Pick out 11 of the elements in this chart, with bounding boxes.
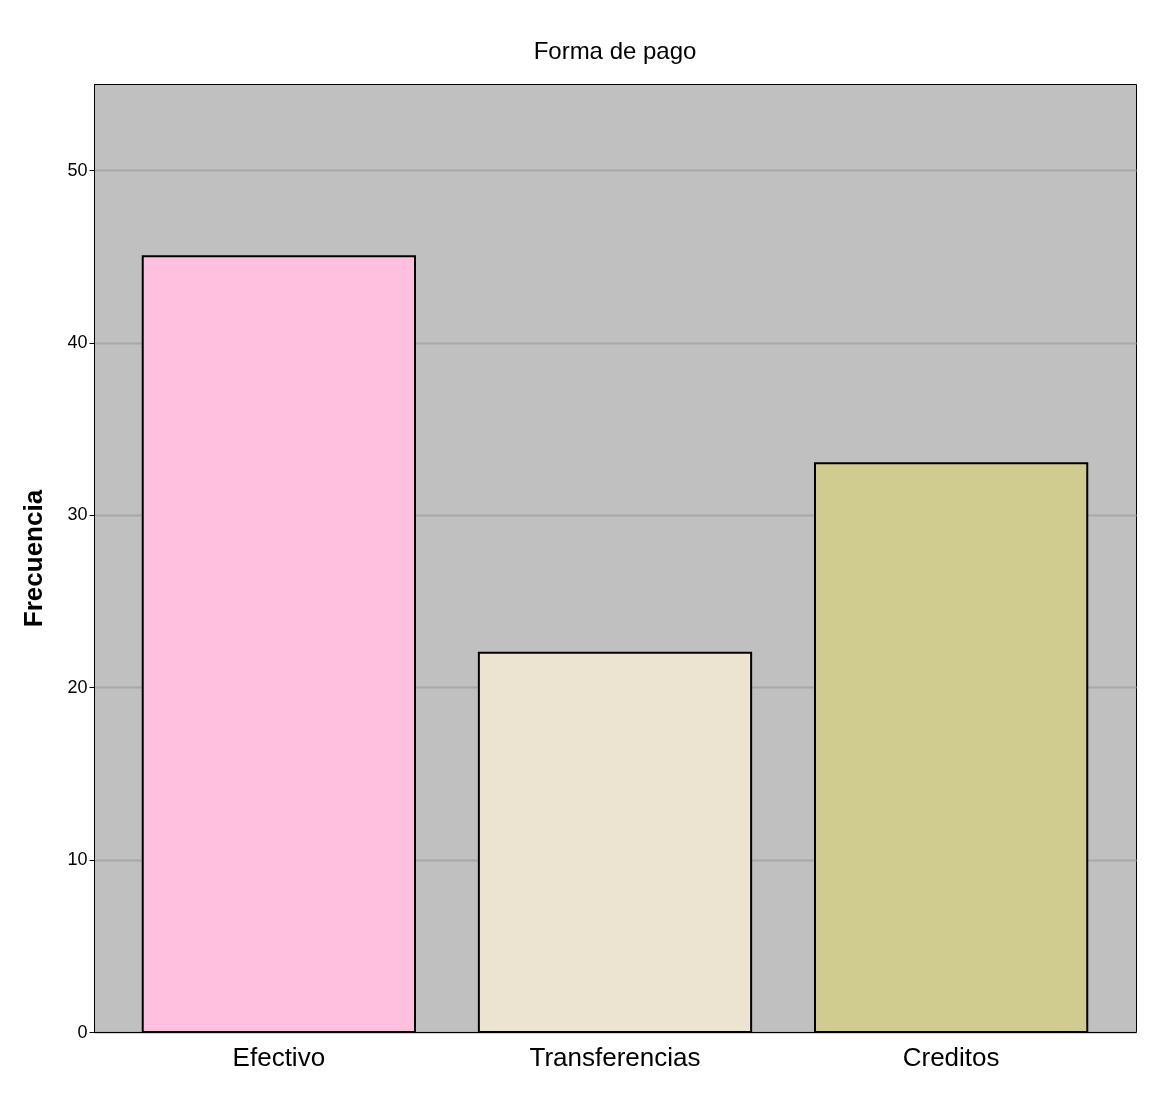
y-axis-title: Frecuencia [18, 489, 49, 628]
y-tick-label: 50 [67, 159, 88, 180]
x-tick-label: Efectivo [232, 1041, 326, 1072]
x-tick-label: Creditos [902, 1041, 1000, 1072]
chart-title: Forma de pago [533, 37, 697, 64]
y-tick-label: 0 [77, 1021, 88, 1042]
y-tick-label: 40 [67, 332, 88, 353]
x-tick-label: Transferencias [529, 1041, 701, 1072]
y-tick-label: 20 [67, 676, 88, 697]
y-tick-label: 30 [67, 504, 88, 525]
y-tick-label: 10 [67, 849, 88, 870]
